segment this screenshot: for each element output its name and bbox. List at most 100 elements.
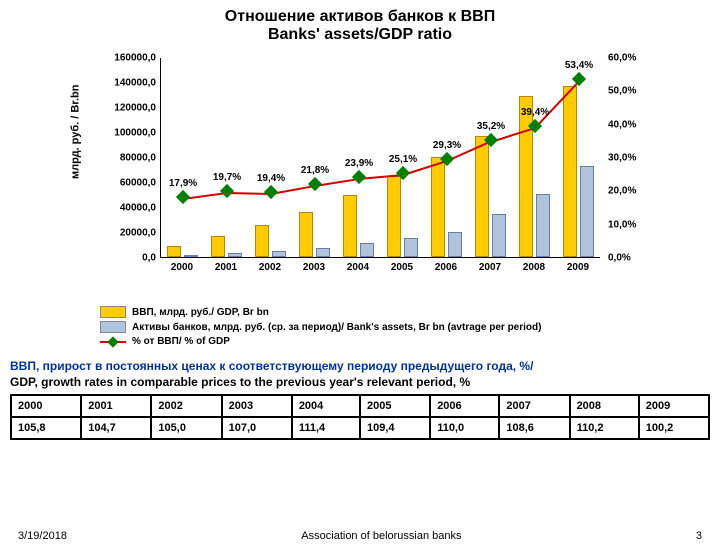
y-tick-right: 40,0% bbox=[604, 119, 654, 130]
bar-gdp bbox=[431, 157, 445, 257]
table-cell: 2006 bbox=[430, 395, 499, 417]
bar-gdp bbox=[343, 195, 357, 258]
bar-assets bbox=[404, 238, 418, 257]
ratio-label: 35,2% bbox=[477, 121, 505, 132]
x-tick: 2007 bbox=[468, 262, 512, 273]
footer: 3/19/2018 Association of belorussian ban… bbox=[0, 530, 720, 542]
bar-gdp bbox=[563, 86, 577, 257]
y-tick-right: 50,0% bbox=[604, 86, 654, 97]
bar-assets bbox=[492, 214, 506, 257]
bar-assets bbox=[536, 194, 550, 258]
legend-swatch-ratio bbox=[100, 341, 126, 343]
y-tick-left: 100000,0 bbox=[100, 128, 160, 139]
table-cell: 104,7 bbox=[81, 417, 151, 439]
legend-label-gdp: ВВП, млрд. руб./ GDP, Br bn bbox=[132, 307, 269, 318]
legend: ВВП, млрд. руб./ GDP, Br bn Активы банко… bbox=[100, 306, 660, 347]
x-tick: 2009 bbox=[556, 262, 600, 273]
bar-gdp bbox=[211, 236, 225, 257]
chart-title: Отношение активов банков к ВВПBanks' ass… bbox=[0, 8, 720, 44]
ratio-label: 23,9% bbox=[345, 158, 373, 169]
bar-assets bbox=[228, 253, 242, 257]
plot-region: 17,9% 19,7% 19,4% 21,8% 23,9% 25,1% 29,3% 35,2%… bbox=[160, 58, 600, 258]
ratio-label: 25,1% bbox=[389, 154, 417, 165]
x-tick: 2001 bbox=[204, 262, 248, 273]
y-tick-left: 160000,0 bbox=[100, 53, 160, 64]
bar-gdp bbox=[167, 246, 181, 257]
table-cell: 109,4 bbox=[360, 417, 430, 439]
table-cell: 2004 bbox=[292, 395, 360, 417]
ratio-label: 19,7% bbox=[213, 172, 241, 183]
footer-org: Association of belorussian banks bbox=[301, 530, 461, 542]
table-cell: 2003 bbox=[222, 395, 292, 417]
legend-swatch-assets bbox=[100, 321, 126, 333]
bar-gdp bbox=[255, 225, 269, 258]
table-cell: 108,6 bbox=[499, 417, 569, 439]
table-cell: 100,2 bbox=[639, 417, 709, 439]
y-axis-label-left: млрд. руб. / Br.bn bbox=[69, 85, 81, 180]
table-cell: 105,8 bbox=[11, 417, 81, 439]
table-caption: ВВП, прирост в постоянных ценах к соотве… bbox=[10, 359, 710, 390]
table-cell: 2005 bbox=[360, 395, 430, 417]
bar-assets bbox=[184, 255, 198, 257]
ratio-marker bbox=[264, 185, 278, 199]
x-tick: 2008 bbox=[512, 262, 556, 273]
growth-table: 2000200120022003200420052006200720082009… bbox=[10, 394, 710, 440]
ratio-marker bbox=[308, 177, 322, 191]
x-tick: 2000 bbox=[160, 262, 204, 273]
table-cell: 105,0 bbox=[151, 417, 221, 439]
table-cell: 107,0 bbox=[222, 417, 292, 439]
bar-gdp bbox=[299, 212, 313, 257]
ratio-label: 39,4% bbox=[521, 107, 549, 118]
table-cell: 2002 bbox=[151, 395, 221, 417]
bar-assets bbox=[448, 232, 462, 257]
x-tick: 2002 bbox=[248, 262, 292, 273]
bar-assets bbox=[316, 248, 330, 257]
y-tick-left: 40000,0 bbox=[100, 203, 160, 214]
ratio-label: 53,4% bbox=[565, 60, 593, 71]
y-tick-right: 30,0% bbox=[604, 153, 654, 164]
bar-assets bbox=[580, 166, 594, 258]
bar-assets bbox=[360, 243, 374, 257]
x-tick: 2006 bbox=[424, 262, 468, 273]
legend-label-ratio: % от ВВП/ % of GDP bbox=[132, 336, 230, 347]
y-tick-left: 120000,0 bbox=[100, 103, 160, 114]
y-tick-right: 0,0% bbox=[604, 253, 654, 264]
ratio-label: 17,9% bbox=[169, 178, 197, 189]
y-tick-left: 80000,0 bbox=[100, 153, 160, 164]
footer-page: 3 bbox=[696, 530, 702, 542]
ratio-label: 21,8% bbox=[301, 165, 329, 176]
table-row: 105,8104,7105,0107,0111,4109,4110,0108,6… bbox=[11, 417, 709, 439]
footer-date: 3/19/2018 bbox=[18, 530, 67, 542]
ratio-marker bbox=[176, 190, 190, 204]
x-tick: 2005 bbox=[380, 262, 424, 273]
y-tick-right: 20,0% bbox=[604, 186, 654, 197]
table-cell: 110,2 bbox=[570, 417, 639, 439]
line-segment bbox=[271, 185, 315, 195]
table-cell: 2007 bbox=[499, 395, 569, 417]
table-row: 2000200120022003200420052006200720082009 bbox=[11, 395, 709, 417]
bar-gdp bbox=[519, 96, 533, 257]
table-cell: 2009 bbox=[639, 395, 709, 417]
ratio-marker bbox=[352, 170, 366, 184]
y-tick-right: 10,0% bbox=[604, 219, 654, 230]
table-cell: 110,0 bbox=[430, 417, 499, 439]
y-tick-right: 60,0% bbox=[604, 53, 654, 64]
bar-gdp bbox=[475, 136, 489, 257]
ratio-marker bbox=[220, 184, 234, 198]
table-cell: 2000 bbox=[11, 395, 81, 417]
y-tick-left: 20000,0 bbox=[100, 228, 160, 239]
y-tick-left: 140000,0 bbox=[100, 78, 160, 89]
bar-gdp bbox=[387, 176, 401, 257]
legend-swatch-gdp bbox=[100, 306, 126, 318]
table-cell: 2001 bbox=[81, 395, 151, 417]
chart-area: млрд. руб. / Br.bn 17,9%19,7%19,4%21,8%2… bbox=[100, 48, 660, 298]
legend-label-assets: Активы банков, млрд. руб. (ср. за период… bbox=[132, 322, 541, 333]
y-tick-left: 60000,0 bbox=[100, 178, 160, 189]
bar-assets bbox=[272, 251, 286, 257]
table-cell: 111,4 bbox=[292, 417, 360, 439]
table-cell: 2008 bbox=[570, 395, 639, 417]
ratio-label: 29,3% bbox=[433, 140, 461, 151]
x-tick: 2004 bbox=[336, 262, 380, 273]
ratio-label: 19,4% bbox=[257, 173, 285, 184]
x-tick: 2003 bbox=[292, 262, 336, 273]
